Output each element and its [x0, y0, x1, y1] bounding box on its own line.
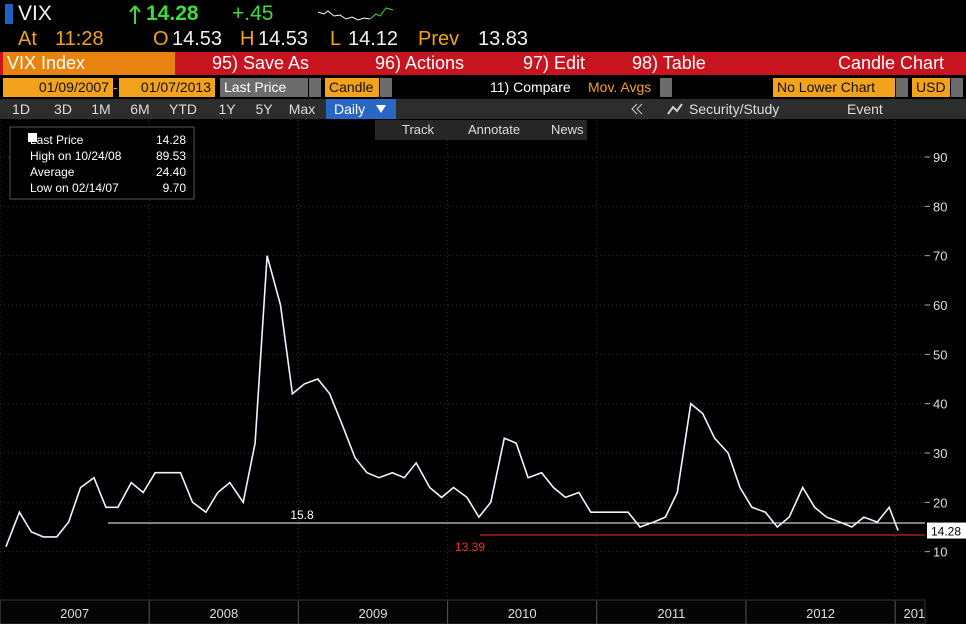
stat-label: Average	[30, 165, 75, 179]
y-tick-label: 30	[933, 446, 947, 461]
open-label: O	[153, 28, 169, 50]
chart-tools	[375, 120, 587, 140]
y-tick-label: 40	[933, 397, 947, 412]
study-icon	[667, 103, 683, 115]
security-study-button[interactable]: Security/Study	[689, 101, 780, 117]
chart-tool[interactable]: Track	[402, 122, 435, 137]
x-tick-label: 2010	[508, 606, 537, 621]
legend-swatch	[28, 133, 37, 142]
stat-value: 24.40	[156, 165, 186, 179]
stat-value: 89.53	[156, 149, 186, 163]
prev: 13.83	[478, 28, 529, 50]
x-tick-label: 2013	[904, 606, 933, 621]
stats-legend	[9, 126, 195, 200]
range-button[interactable]: YTD	[169, 101, 197, 117]
y-tick-label: 50	[933, 347, 947, 362]
stat-label: Low on 02/14/07	[30, 181, 119, 195]
reference-label: 13.39	[455, 540, 485, 554]
dropdown[interactable]	[380, 78, 392, 97]
currency-select[interactable]: USD	[912, 78, 950, 97]
x-tick-label: 2012	[806, 606, 835, 621]
x-tick-label: 2007	[60, 606, 89, 621]
mov-avgs-button[interactable]: Mov. Avgs	[584, 78, 656, 97]
y-tick-label: 70	[933, 249, 947, 264]
last-price: 14.28	[146, 2, 199, 25]
sparkline	[318, 7, 394, 21]
last-price-label: 14.28	[931, 525, 961, 539]
ticker-marker	[5, 4, 13, 24]
edit-button[interactable]: 97) Edit	[523, 52, 586, 75]
table-button[interactable]: 98) Table	[632, 52, 706, 75]
x-tick-label: 2008	[209, 606, 238, 621]
last-price-marker	[927, 522, 966, 539]
period-bar	[0, 99, 966, 119]
chart-tool[interactable]: News	[551, 122, 584, 137]
stat-label: Last Price	[30, 133, 84, 147]
range-button[interactable]: 6M	[130, 101, 150, 117]
chart-name: Candle Chart	[838, 53, 945, 73]
x-tick-label: 2011	[657, 606, 685, 621]
style-select[interactable]: Candle	[325, 78, 379, 97]
open: 14.53	[172, 28, 223, 50]
range-button[interactable]: 1Y	[218, 101, 236, 117]
frequency-select[interactable]: Daily	[326, 99, 396, 119]
prev-label: Prev	[418, 28, 460, 50]
lower-chart-select[interactable]: No Lower Chart	[773, 78, 895, 97]
y-tick-label: 20	[933, 495, 947, 510]
date-separator: -	[113, 78, 119, 97]
save-as-button[interactable]: 95) Save As	[212, 52, 310, 75]
range-button[interactable]: 1M	[91, 101, 111, 117]
chart-tool[interactable]: Annotate	[468, 122, 520, 137]
high: 14.53	[258, 28, 309, 50]
y-tick-label: 10	[933, 545, 947, 560]
y-tick-label: 80	[933, 199, 947, 214]
ticker: VIX	[18, 2, 52, 25]
dropdown[interactable]	[660, 78, 672, 97]
net-change: +.45	[232, 2, 274, 25]
stat-value: 9.70	[163, 181, 187, 195]
field-select[interactable]: Last Price	[220, 78, 308, 97]
x-tick-label: 2009	[359, 606, 388, 621]
time-label: At	[18, 28, 37, 50]
security-field[interactable]: VIX Index	[3, 52, 175, 75]
y-tick-label: 60	[933, 298, 947, 313]
end-date[interactable]: 01/07/2013	[119, 78, 215, 97]
y-tick-label: 90	[933, 150, 947, 165]
dropdown[interactable]	[896, 78, 908, 97]
low-label: L	[330, 28, 342, 50]
compare-button[interactable]: 11) Compare	[486, 78, 575, 97]
stat-value: 14.28	[156, 133, 186, 147]
high-label: H	[240, 28, 255, 50]
range-button[interactable]: Max	[288, 101, 316, 117]
low: 14.12	[348, 28, 399, 50]
actions-button[interactable]: 96) Actions	[375, 52, 465, 75]
price-line	[5, 255, 899, 547]
up-arrow	[129, 5, 141, 24]
range-button[interactable]: 1D	[12, 101, 30, 117]
start-date[interactable]: 01/09/2007	[3, 78, 113, 97]
x-axis-strip	[0, 599, 926, 624]
stat-label: High on 10/24/08	[30, 149, 122, 163]
range-button[interactable]: 3D	[54, 101, 72, 117]
range-button[interactable]: 5Y	[255, 101, 273, 117]
collapse-icon[interactable]	[628, 100, 646, 118]
event-button[interactable]: Event	[847, 101, 883, 117]
dropdown[interactable]	[951, 78, 963, 97]
dropdown[interactable]	[309, 78, 321, 97]
time: 11:28	[55, 28, 104, 50]
dropdown-arrow	[376, 105, 386, 113]
reference-label: 15.8	[290, 508, 314, 522]
